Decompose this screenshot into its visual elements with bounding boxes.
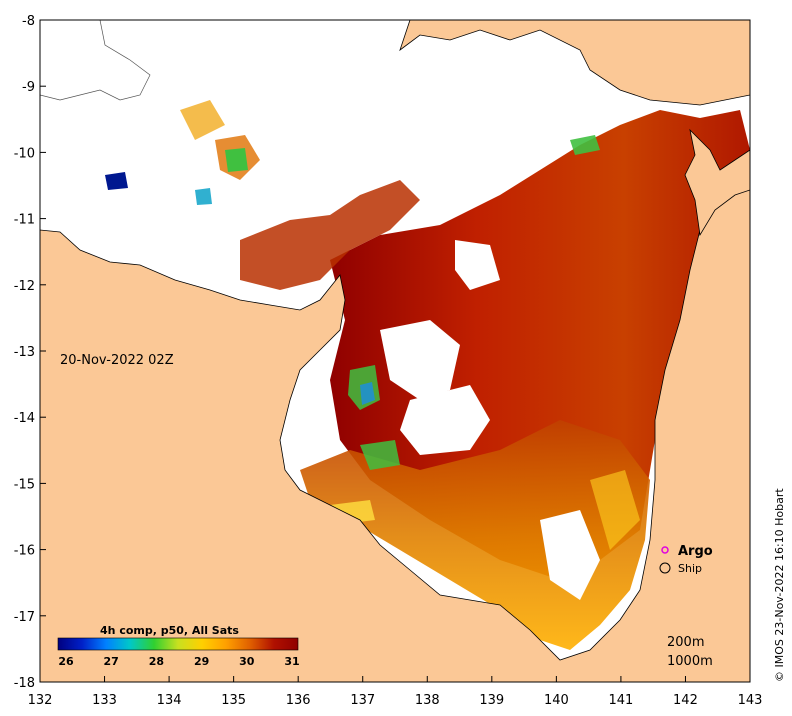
y-tick-label: -15 bbox=[14, 477, 35, 492]
x-tick-label: 137 bbox=[350, 693, 375, 708]
y-tick-label: -8 bbox=[22, 14, 35, 29]
colorbar-title: 4h comp, p50, All Sats bbox=[100, 624, 239, 637]
sst-cool-patch-3 bbox=[360, 440, 400, 470]
land-tiwi-coast bbox=[40, 20, 151, 101]
cloud-gap-3 bbox=[455, 240, 500, 290]
colorbar-tick-label: 28 bbox=[149, 655, 164, 668]
y-tick-label: -18 bbox=[14, 676, 35, 691]
land-australia bbox=[40, 179, 750, 682]
sst-gulf-warm bbox=[330, 110, 750, 580]
sst-arnhem-patches bbox=[240, 180, 420, 290]
x-tick-label: 138 bbox=[415, 693, 440, 708]
colorbar-bar bbox=[57, 637, 299, 651]
argo-marker-icon bbox=[661, 546, 669, 554]
sst-warm-yellow-2 bbox=[590, 470, 640, 550]
x-tick-label: 134 bbox=[157, 693, 182, 708]
colorbar-tick-label: 31 bbox=[284, 655, 299, 668]
x-tick-label: 135 bbox=[221, 693, 246, 708]
cloud-gap-4 bbox=[540, 510, 600, 600]
sst-cool-patch-2 bbox=[360, 382, 375, 405]
x-tick-label: 140 bbox=[544, 693, 569, 708]
legend-argo: Argo bbox=[678, 544, 713, 559]
land-cape-york bbox=[684, 128, 750, 237]
colorbar-tick-label: 29 bbox=[194, 655, 209, 668]
colorbar-labels: 26 27 28 29 30 31 bbox=[58, 655, 299, 668]
colorbar-tick-label: 27 bbox=[104, 655, 119, 668]
x-tick-label: 139 bbox=[479, 693, 504, 708]
sst-cool-patch-5 bbox=[225, 148, 248, 172]
legend: Argo Ship 200m 1000m bbox=[659, 544, 713, 669]
y-axis: -8 -9 -10 -11 -12 -13 -14 -15 -16 -17 -18 bbox=[14, 14, 46, 691]
x-tick-label: 133 bbox=[92, 693, 117, 708]
x-tick-label: 132 bbox=[28, 693, 53, 708]
y-tick-label: -14 bbox=[14, 411, 35, 426]
sst-cold-patch bbox=[105, 172, 128, 190]
x-tick-label: 143 bbox=[738, 693, 763, 708]
x-tick-label: 142 bbox=[673, 693, 698, 708]
credit-text: © IMOS 23-Nov-2022 16:10 Hobart bbox=[773, 488, 786, 682]
x-tick-label: 141 bbox=[608, 693, 633, 708]
land-new-guinea bbox=[399, 20, 750, 106]
sst-cold-patch-2 bbox=[195, 188, 212, 205]
x-tick-label: 136 bbox=[286, 693, 311, 708]
sst-patch-a bbox=[180, 100, 225, 140]
legend-depth-1000: 1000m bbox=[667, 654, 713, 669]
colorbar: 4h comp, p50, All Sats 26 27 28 29 30 31 bbox=[57, 624, 300, 668]
y-tick-label: -13 bbox=[14, 345, 35, 360]
date-label: 20-Nov-2022 02Z bbox=[60, 353, 174, 368]
y-tick-label: -11 bbox=[14, 213, 35, 228]
legend-ship: Ship bbox=[678, 562, 702, 575]
sst-cool-patch-4 bbox=[570, 135, 600, 155]
cloud-gap-2 bbox=[400, 385, 490, 455]
x-axis: 132 133 134 135 136 137 138 139 140 141 142 143 bbox=[28, 676, 763, 708]
sst-gulf-south bbox=[300, 420, 650, 650]
cloud-gap-1 bbox=[380, 320, 460, 400]
ship-marker-icon bbox=[659, 562, 671, 574]
colorbar-tick-label: 30 bbox=[239, 655, 255, 668]
colorbar-tick-label: 26 bbox=[58, 655, 74, 668]
y-tick-label: -9 bbox=[22, 80, 35, 95]
legend-depth-200: 200m bbox=[667, 635, 704, 650]
y-tick-label: -10 bbox=[14, 146, 35, 161]
y-tick-label: -16 bbox=[14, 544, 35, 559]
y-tick-label: -17 bbox=[14, 610, 35, 625]
y-tick-label: -12 bbox=[14, 279, 35, 294]
